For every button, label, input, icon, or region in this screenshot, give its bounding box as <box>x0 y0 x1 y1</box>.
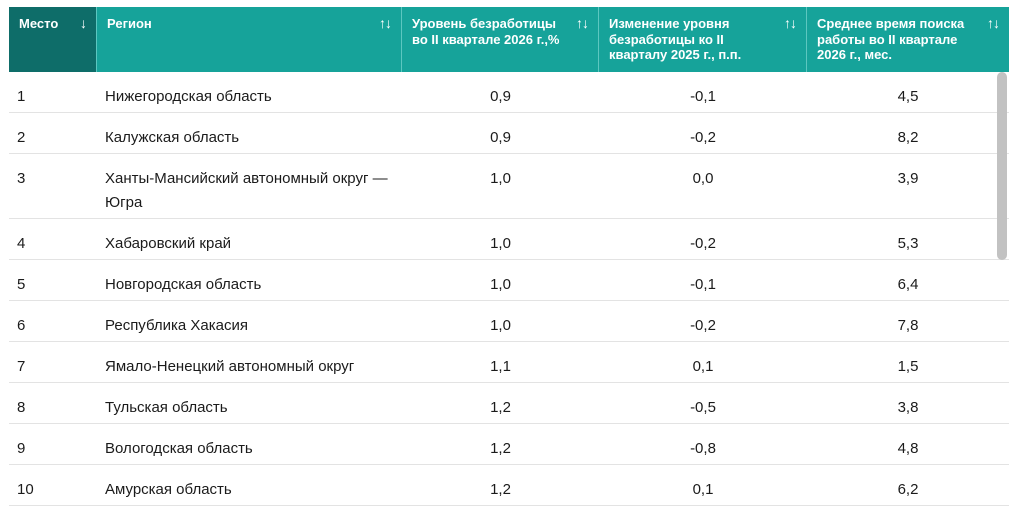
change-cell: 0,1 <box>692 358 714 375</box>
unemployment-cell: 1,1 <box>490 358 511 375</box>
search-time-cell: 7,8 <box>897 317 919 334</box>
unemployment-cell: 1,0 <box>490 170 511 187</box>
table-body: 1 Нижегородская область 0,9 -0,1 4,5 2 Калужск… <box>9 72 1009 506</box>
region-cell: Новгородская область <box>105 276 262 293</box>
change-cell: -0,1 <box>690 88 716 105</box>
table-header: Место ↓ Регион ↑↓ Уровень безработицы во… <box>9 7 1009 72</box>
change-cell: -0,8 <box>690 440 716 457</box>
unemployment-cell: 1,0 <box>490 235 511 252</box>
scrollbar-thumb[interactable] <box>997 72 1007 260</box>
sort-toggle-icon[interactable]: ↑↓ <box>987 15 1000 31</box>
rank-cell: 1 <box>17 88 26 105</box>
region-cell: Ханты-Мансийский автономный округ — Югра <box>105 170 388 211</box>
table-row: 7 Ямало-Ненецкий автономный округ 1,1 0,1 1,… <box>9 342 1009 383</box>
vertical-scrollbar[interactable] <box>997 72 1007 262</box>
column-header-region[interactable]: Регион ↑↓ <box>97 7 402 72</box>
unemployment-cell: 0,9 <box>490 129 511 146</box>
rank-cell: 5 <box>17 276 26 293</box>
column-header-search-time[interactable]: Среднее время поиска работы во II кварта… <box>807 7 1009 72</box>
change-cell: -0,2 <box>690 129 716 146</box>
table-row: 5 Новгородская область 1,0 -0,1 6,4 <box>9 260 1009 301</box>
region-cell: Вологодская область <box>105 440 253 457</box>
search-time-cell: 3,8 <box>897 399 919 416</box>
unemployment-cell: 1,2 <box>490 399 511 416</box>
rank-cell: 4 <box>17 235 26 252</box>
column-header-label: Изменение уровня безработицы ко II кварт… <box>609 16 742 62</box>
sort-toggle-icon[interactable]: ↑↓ <box>379 15 392 31</box>
table-row: 9 Вологодская область 1,2 -0,8 4,8 <box>9 424 1009 465</box>
column-header-unemployment[interactable]: Уровень безработицы во II квартале 2026 … <box>402 7 599 72</box>
change-cell: -0,1 <box>690 276 716 293</box>
region-cell: Республика Хакасия <box>105 317 249 334</box>
table-row: 8 Тульская область 1,2 -0,5 3,8 <box>9 383 1009 424</box>
table-row: 1 Нижегородская область 0,9 -0,1 4,5 <box>9 72 1009 113</box>
search-time-cell: 6,2 <box>897 481 919 498</box>
region-cell: Тульская область <box>105 399 228 416</box>
unemployment-cell: 1,0 <box>490 276 511 293</box>
rank-cell: 8 <box>17 399 26 416</box>
region-cell: Ямало-Ненецкий автономный округ <box>105 358 355 375</box>
change-cell: 0,0 <box>692 170 714 187</box>
column-header-label: Среднее время поиска работы во II кварта… <box>817 16 965 62</box>
table-row: 2 Калужская область 0,9 -0,2 8,2 <box>9 113 1009 154</box>
search-time-cell: 4,8 <box>897 440 919 457</box>
search-time-cell: 4,5 <box>897 88 919 105</box>
column-header-change[interactable]: Изменение уровня безработицы ко II кварт… <box>599 7 807 72</box>
table-row: 4 Хабаровский край 1,0 -0,2 5,3 <box>9 219 1009 260</box>
rank-cell: 7 <box>17 358 26 375</box>
rank-cell: 3 <box>17 170 26 187</box>
search-time-cell: 1,5 <box>897 358 919 375</box>
rank-cell: 10 <box>17 481 34 498</box>
unemployment-cell: 1,2 <box>490 440 511 457</box>
column-header-rank[interactable]: Место ↓ <box>9 7 97 72</box>
table-row: 6 Республика Хакасия 1,0 -0,2 7,8 <box>9 301 1009 342</box>
region-cell: Амурская область <box>105 481 232 498</box>
change-cell: 0,1 <box>692 481 714 498</box>
rank-cell: 6 <box>17 317 26 334</box>
rank-cell: 9 <box>17 440 26 457</box>
sort-descending-icon[interactable]: ↓ <box>80 15 87 31</box>
table-row: 10 Амурская область 1,2 0,1 6,2 <box>9 465 1009 506</box>
region-cell: Калужская область <box>105 129 240 146</box>
unemployment-cell: 1,0 <box>490 317 511 334</box>
search-time-cell: 8,2 <box>897 129 919 146</box>
search-time-cell: 6,4 <box>897 276 919 293</box>
change-cell: -0,2 <box>690 235 716 252</box>
region-cell: Хабаровский край <box>105 235 232 252</box>
sort-toggle-icon[interactable]: ↑↓ <box>784 15 797 31</box>
change-cell: -0,2 <box>690 317 716 334</box>
ranking-table: Место ↓ Регион ↑↓ Уровень безработицы во… <box>9 0 1018 507</box>
sort-toggle-icon[interactable]: ↑↓ <box>576 15 589 31</box>
unemployment-cell: 1,2 <box>490 481 511 498</box>
change-cell: -0,5 <box>690 399 716 416</box>
column-header-label: Уровень безработицы во II квартале 2026 … <box>412 16 560 47</box>
region-cell: Нижегородская область <box>105 88 272 105</box>
rank-cell: 2 <box>17 129 26 146</box>
table-row: 3 Ханты-Мансийский автономный округ — Югр… <box>9 154 1009 219</box>
search-time-cell: 5,3 <box>897 235 919 252</box>
unemployment-cell: 0,9 <box>490 88 511 105</box>
column-header-label: Место <box>19 16 59 31</box>
column-header-label: Регион <box>107 16 152 31</box>
search-time-cell: 3,9 <box>897 170 919 187</box>
